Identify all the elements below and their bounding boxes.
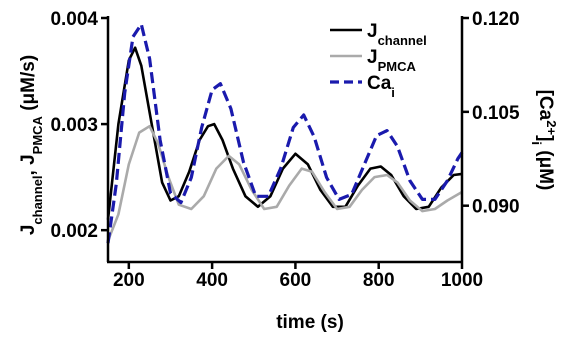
y-right-axis-title: [Ca2+]i (μM): [530, 90, 560, 191]
y-right-tick-label: 0.120: [472, 9, 520, 30]
series-line-cai: [106, 22, 464, 244]
legend-label-jchannel: Jchannel: [367, 21, 427, 48]
x-tick-label: 800: [363, 270, 395, 291]
y-right-tick-label: 0.105: [472, 103, 520, 124]
y-left-tick-label: 0.002: [50, 221, 98, 242]
series-line-jpmca: [106, 124, 463, 242]
x-tick-label: 200: [113, 270, 145, 291]
series-layer: [106, 22, 464, 244]
y-right-tick-label: 0.090: [472, 197, 520, 218]
y-left-tick-label: 0.003: [50, 115, 98, 136]
y-left-axis-title: Jchannel, JPMCA (μM/s): [18, 55, 45, 235]
x-axis-title: time (s): [276, 312, 344, 333]
x-tick-label: 400: [196, 270, 228, 291]
x-tick-label: 600: [280, 270, 312, 291]
series-line-jchannel: [106, 46, 463, 220]
y-left-tick-label: 0.004: [50, 9, 98, 30]
axes-layer: 200 400 600 800 1000 0.002 0.003 0.004 0.090 0.10…: [50, 9, 520, 291]
legend-label-cai: Cai: [367, 73, 395, 100]
x-tick-label: 1000: [441, 270, 483, 291]
legend-label-jpmca: JPMCA: [367, 47, 416, 74]
